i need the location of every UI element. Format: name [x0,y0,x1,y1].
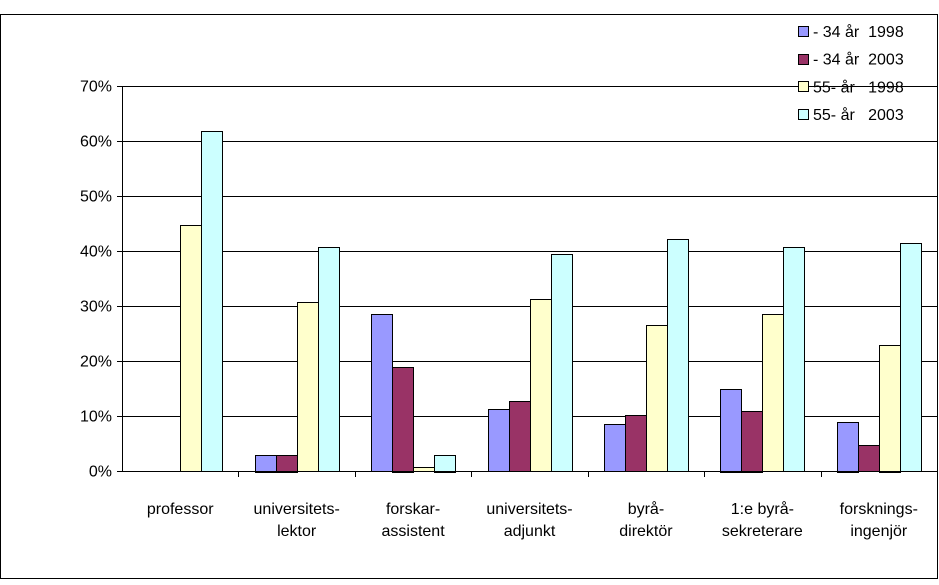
bar [858,445,880,472]
bar [667,239,689,472]
legend-label: - 34 år 1998 [813,23,904,41]
bar [762,314,784,472]
y-tick-label: 20% [80,354,112,371]
x-tick-label: ingenjör [850,523,908,540]
bar [879,345,901,473]
bar [297,302,319,472]
y-tick-label: 10% [80,409,112,426]
bar [551,254,573,472]
legend-label: 55- år 2003 [813,106,904,124]
bar [837,422,859,473]
y-tick-label: 60% [80,134,112,151]
bar [720,389,742,473]
bar [392,367,414,473]
bar [646,325,668,472]
bar [488,409,510,472]
x-tick-label: universitets- [486,501,572,518]
x-tick-label: 1:e byrå- [731,500,794,518]
y-tick-label: 70% [80,79,112,96]
x-tick-label: byrå- [628,500,664,518]
chart-border [0,14,938,579]
x-tick-label: assistent [382,523,446,540]
x-tick-label: sekreterare [722,523,803,540]
legend: - 34 år 1998 - 34 år 2003 55- år 1998 55- å… [798,23,904,124]
legend-swatch [798,81,809,92]
x-tick-label: direktör [619,523,673,540]
x-tick-label: forsknings- [840,501,918,518]
x-tick-label: universitets- [254,501,340,518]
bar [783,247,805,472]
x-tick-label: forskar- [386,501,440,518]
bar [255,455,277,473]
legend-label: - 34 år 2003 [813,51,904,69]
legend-swatch [798,54,809,65]
axes [117,86,938,477]
x-tick-label: professor [147,501,214,518]
bars [180,131,922,473]
legend-label: 55- år 1998 [813,78,904,96]
y-tick-labels: 0% 10% 20% 30% 40% 50% 60% 70% [80,79,112,481]
bar [509,401,531,472]
bar [530,299,552,472]
legend-swatch [798,26,809,37]
bar [741,411,763,473]
x-tick-label: lektor [277,523,317,540]
bar [318,247,340,472]
x-tick-labels: professor universitets-lektor forskar-assi… [147,500,918,540]
bar [413,467,435,472]
bar [371,314,393,472]
x-tick-label: adjunkt [504,523,556,540]
bar [276,455,298,473]
bar [434,455,456,473]
bar [625,415,647,472]
y-tick-label: 0% [89,464,112,481]
y-tick-label: 40% [80,244,112,261]
bar [201,131,223,472]
bar [180,225,202,472]
legend-swatch [798,109,809,120]
y-tick-label: 30% [80,299,112,316]
y-tick-label: 50% [80,189,112,206]
bar [604,424,626,472]
bar [900,243,922,472]
